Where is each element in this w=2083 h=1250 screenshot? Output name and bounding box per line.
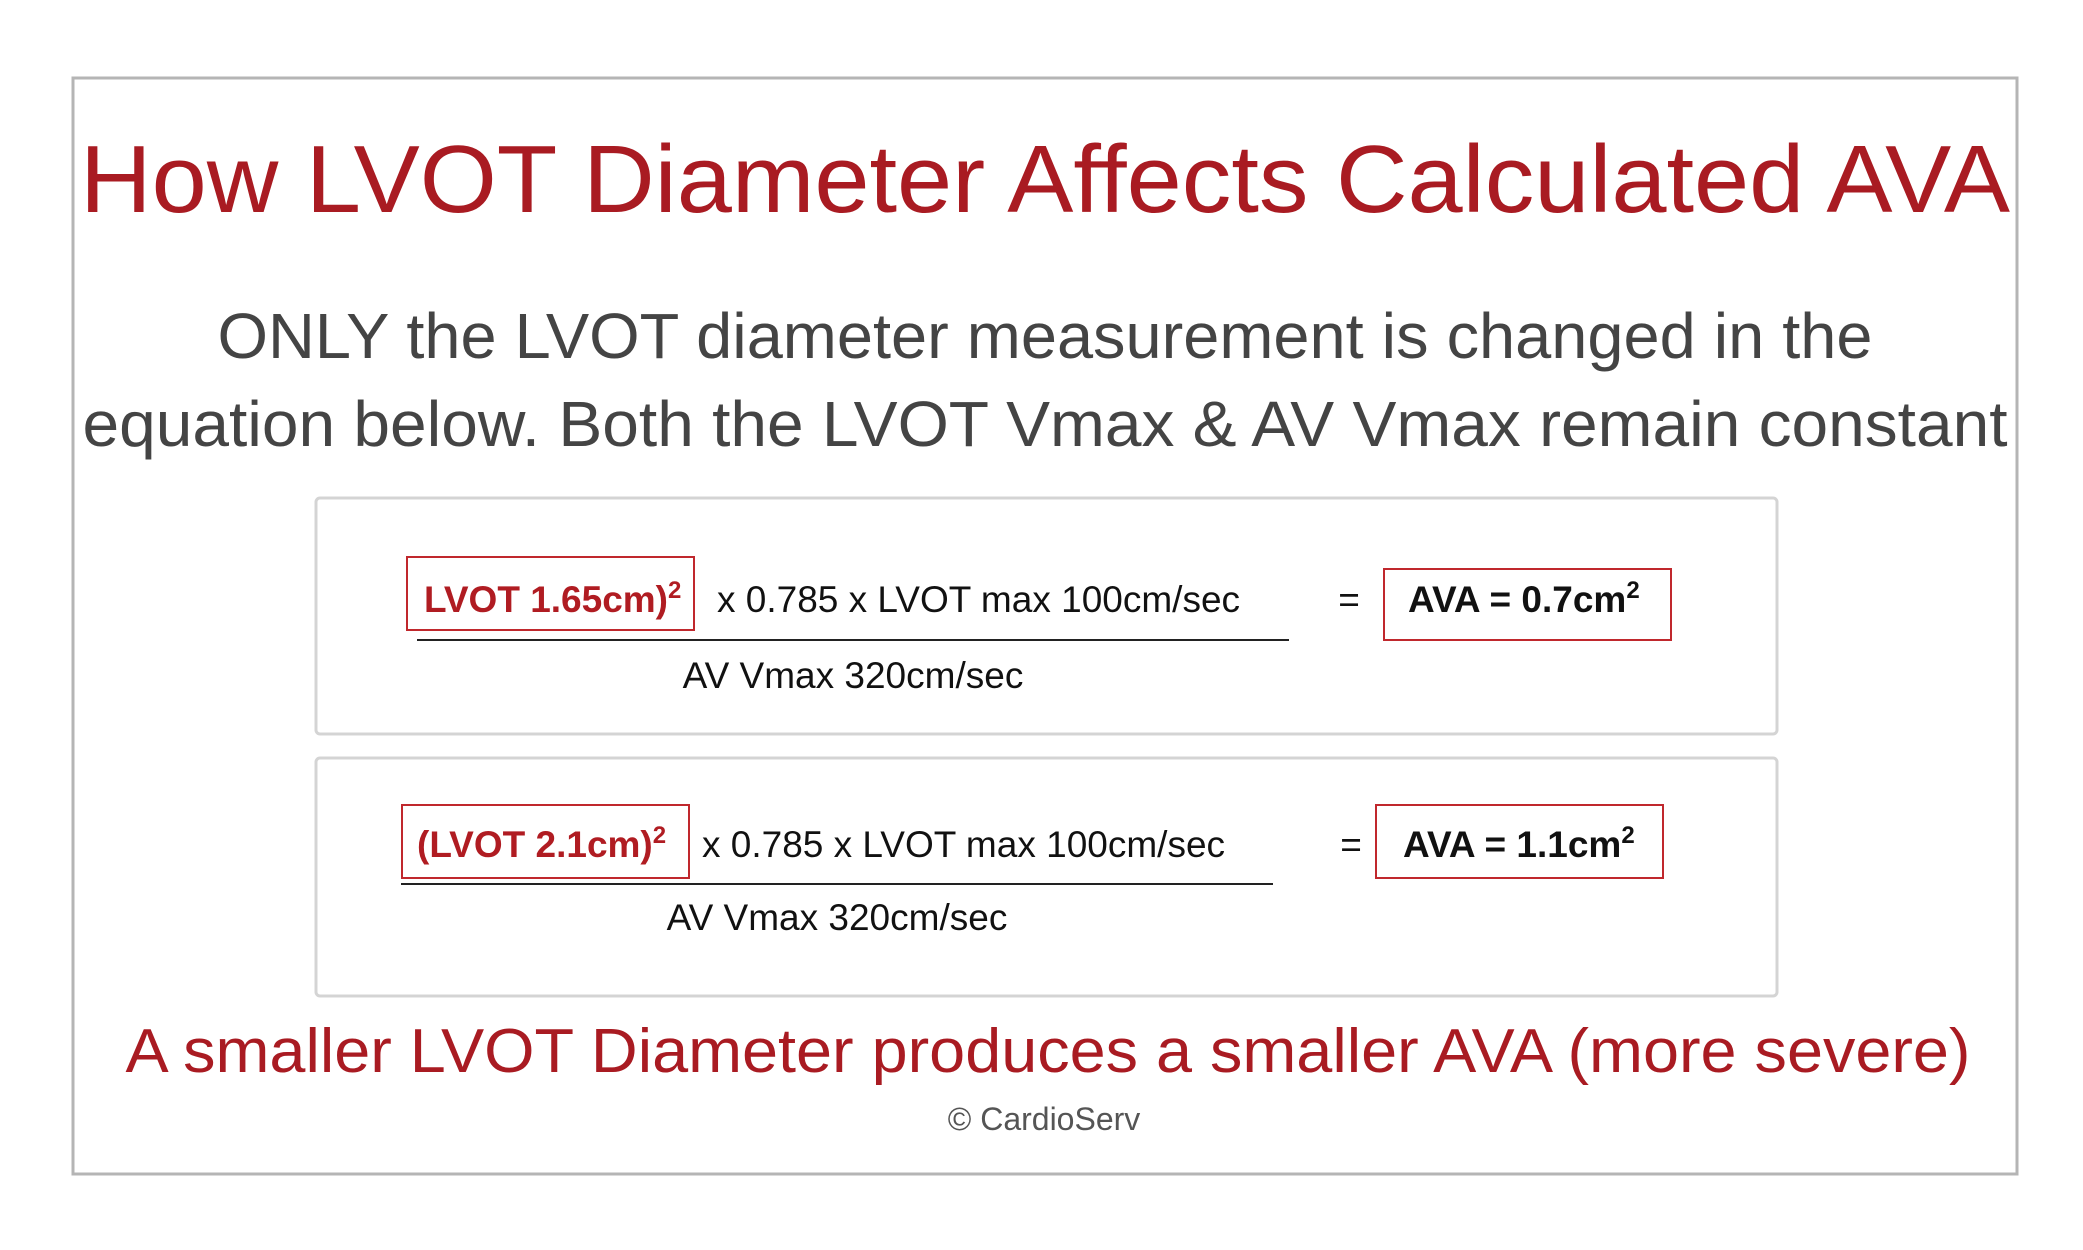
lvot-box — [401, 804, 690, 879]
lvot-text: (LVOT 2.1cm) — [417, 824, 653, 865]
lvot-text: LVOT 1.65cm) — [424, 579, 668, 620]
lvot-term: (LVOT 2.1cm)2 — [417, 822, 666, 865]
exponent: 2 — [653, 822, 666, 849]
equation-panel — [314, 756, 1779, 998]
lvot-box — [406, 556, 695, 631]
result-text: AVA = 0.7cm — [1408, 579, 1626, 620]
numerator-rest: x 0.785 x LVOT max 100cm/sec — [702, 824, 1225, 865]
exponent: 2 — [1621, 822, 1634, 849]
exponent: 2 — [668, 577, 681, 604]
result: AVA = 0.7cm2 — [1408, 577, 1640, 620]
equals: = — [1340, 824, 1362, 865]
numerator-rest: x 0.785 x LVOT max 100cm/sec — [717, 579, 1240, 620]
subtitle-line: equation below. Both the LVOT Vmax & AV … — [83, 388, 2008, 460]
subtitle-line: ONLY the LVOT diameter measurement is ch… — [218, 300, 1873, 372]
copyright: © CardioServ — [948, 1101, 1141, 1137]
denominator: AV Vmax 320cm/sec — [683, 655, 1024, 696]
result-box — [1383, 568, 1672, 641]
exponent: 2 — [1626, 577, 1639, 604]
lvot-term: LVOT 1.65cm)2 — [424, 577, 681, 620]
conclusion: A smaller LVOT Diameter produces a small… — [126, 1017, 1971, 1086]
title: How LVOT Diameter Affects Calculated AVA — [80, 126, 2010, 233]
result-box — [1375, 804, 1664, 879]
equals: = — [1338, 579, 1360, 620]
result: AVA = 1.1cm2 — [1403, 822, 1635, 865]
denominator: AV Vmax 320cm/sec — [667, 897, 1008, 938]
result-text: AVA = 1.1cm — [1403, 824, 1621, 865]
